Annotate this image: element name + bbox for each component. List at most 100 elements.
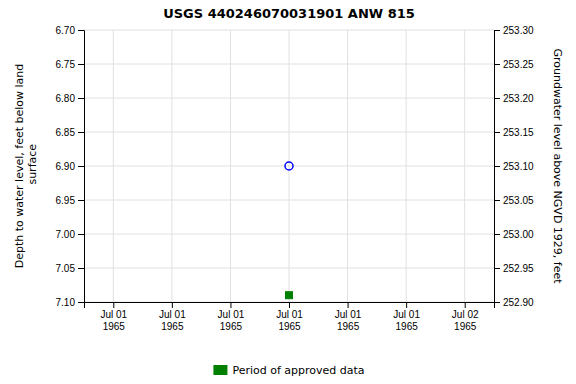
- tick-mark: [406, 302, 407, 308]
- tick: 253.15: [494, 127, 534, 138]
- legend: Period of approved data: [213, 364, 364, 377]
- tick: Jul 011965: [218, 302, 245, 332]
- tick-label: 6.70: [56, 25, 76, 36]
- y2-axis-label: Groundwater level above NGVD 1929, feet: [551, 48, 564, 284]
- tick-label: 7.05: [56, 263, 76, 274]
- tick: Jul 011965: [335, 302, 362, 332]
- chart: USGS 440246070031901 ANW 815 6.70 6.75 6.80…: [0, 0, 576, 384]
- grid-line: [347, 30, 348, 302]
- tick-label: Jul 011965: [218, 309, 245, 332]
- tick-mark: [494, 166, 500, 167]
- axis-line: [85, 303, 495, 309]
- x-axis: Jul 011965 Jul 011965 Jul 011965 Jul 011965…: [85, 302, 495, 332]
- tick: 6.90: [56, 161, 84, 172]
- tick-mark: [494, 30, 500, 31]
- tick-mark: [78, 30, 84, 31]
- tick: 253.00: [494, 229, 534, 240]
- tick-label: 252.90: [503, 297, 534, 308]
- tick: Jul 011965: [276, 302, 303, 332]
- legend-item: Period of approved data: [213, 364, 364, 377]
- tick-mark: [78, 268, 84, 269]
- tick-label: 253.05: [503, 195, 534, 206]
- legend-label: Period of approved data: [232, 364, 364, 377]
- grid-line: [171, 30, 172, 302]
- tick: 252.95: [494, 263, 534, 274]
- tick: 253.20: [494, 93, 534, 104]
- tick-label: 253.15: [503, 127, 534, 138]
- tick: 253.30: [494, 25, 534, 36]
- tick: 6.70: [56, 25, 84, 36]
- tick-label: Jul 011965: [393, 309, 420, 332]
- plot: 6.70 6.75 6.80 6.85 6.90 6.95 7.00 7.05 7.10 253.…: [13, 25, 564, 332]
- tick-label: 6.95: [56, 195, 76, 206]
- tick-label: 253.10: [503, 161, 534, 172]
- tick: Jul 021965: [452, 302, 479, 332]
- tick-label: 6.75: [56, 59, 76, 70]
- grid: [84, 30, 494, 302]
- tick-label: 253.00: [503, 229, 534, 240]
- tick-mark: [494, 98, 500, 99]
- tick: 252.90: [494, 297, 534, 308]
- y2-axis: 253.30 253.25 253.20 253.15 253.10 253.05 253.…: [494, 25, 534, 308]
- tick-label: 6.85: [56, 127, 76, 138]
- tick-mark: [494, 200, 500, 201]
- tick: 6.85: [56, 127, 84, 138]
- tick-mark: [494, 234, 500, 235]
- tick: Jul 011965: [100, 302, 127, 332]
- tick-label: 7.10: [56, 297, 76, 308]
- tick: 253.05: [494, 195, 534, 206]
- tick: Jul 011965: [159, 302, 186, 332]
- tick-label: Jul 011965: [100, 309, 127, 332]
- y-axis-label: Depth to water level, feet below land su…: [13, 64, 39, 269]
- tick-mark: [78, 132, 84, 133]
- tick-label: 253.25: [503, 59, 534, 70]
- tick: 253.10: [494, 161, 534, 172]
- tick-label: Jul 011965: [335, 309, 362, 332]
- tick-mark: [78, 234, 84, 235]
- tick-label: 253.30: [503, 25, 534, 36]
- legend-swatch: [213, 365, 227, 375]
- tick-label: 7.00: [56, 229, 76, 240]
- tick: 6.75: [56, 59, 84, 70]
- grid-line: [230, 30, 231, 302]
- tick: 6.80: [56, 93, 84, 104]
- tick-mark: [494, 64, 500, 65]
- tick-label: 253.20: [503, 93, 534, 104]
- tick-mark: [289, 302, 290, 308]
- tick-mark: [494, 132, 500, 133]
- tick-label: 252.95: [503, 263, 534, 274]
- tick-mark: [113, 302, 114, 308]
- tick-mark: [465, 302, 466, 308]
- tick: Jul 011965: [393, 302, 420, 332]
- tick-mark: [78, 98, 84, 99]
- grid-line: [113, 30, 114, 302]
- tick: 6.95: [56, 195, 84, 206]
- point: [285, 162, 293, 170]
- marks: [285, 162, 293, 299]
- tick-label: Jul 011965: [276, 309, 303, 332]
- tick-label: Jul 011965: [159, 309, 186, 332]
- title: USGS 440246070031901 ANW 815: [163, 6, 415, 21]
- tick-label: 6.90: [56, 161, 76, 172]
- axis-line: [78, 31, 85, 303]
- tick-mark: [78, 64, 84, 65]
- grid-line: [406, 30, 407, 302]
- tick-mark: [348, 302, 349, 308]
- tick-mark: [172, 302, 173, 308]
- tick: 7.00: [56, 229, 84, 240]
- grid-line: [289, 30, 290, 302]
- tick-label: Jul 021965: [452, 309, 479, 332]
- tick-mark: [494, 268, 500, 269]
- tick-mark: [78, 302, 84, 303]
- y-axis: 6.70 6.75 6.80 6.85 6.90 6.95 7.00 7.05 7.10: [56, 25, 85, 308]
- tick-mark: [78, 200, 84, 201]
- tick-label: 6.80: [56, 93, 76, 104]
- tick-mark: [78, 166, 84, 167]
- tick: 7.05: [56, 263, 84, 274]
- tick: 253.25: [494, 59, 534, 70]
- tick: 7.10: [56, 297, 84, 308]
- tick-mark: [230, 302, 231, 308]
- axis-line: [495, 31, 501, 303]
- grid-line: [464, 30, 465, 302]
- point: [286, 292, 293, 299]
